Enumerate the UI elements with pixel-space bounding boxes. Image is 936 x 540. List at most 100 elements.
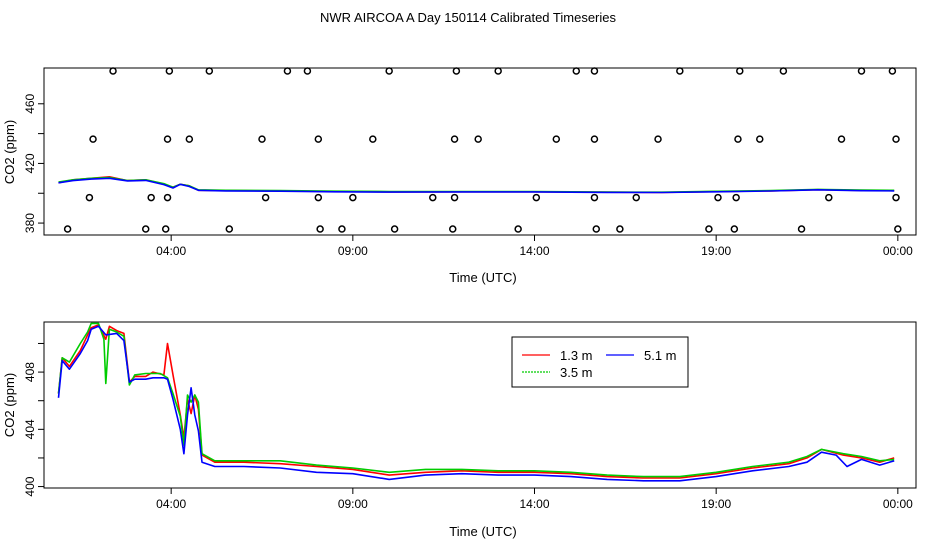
line-marks-bottom bbox=[57, 322, 895, 482]
x-tick-label: 00:00 bbox=[883, 497, 913, 511]
series-line-5-1-m bbox=[58, 177, 895, 194]
plot-frame-top bbox=[43, 67, 917, 236]
chart-title: NWR AIRCOA A Day 150114 Calibrated Times… bbox=[320, 10, 616, 25]
panel-bottom-lines: 04:00 09:00 14:00 19:00 00:00 400 404 408 Time… bbox=[2, 321, 917, 539]
scatter-point bbox=[632, 193, 640, 202]
y-tick-label: 408 bbox=[23, 362, 37, 382]
scatter-point bbox=[185, 135, 194, 143]
scatter-point bbox=[314, 135, 323, 143]
scatter-point bbox=[163, 193, 172, 202]
y-axis-top: 380 420 460 bbox=[23, 93, 44, 233]
scatter-point bbox=[390, 225, 399, 233]
scatter-point bbox=[734, 135, 742, 143]
scatter-point bbox=[756, 135, 764, 143]
scatter-point bbox=[892, 193, 900, 202]
scatter-point bbox=[892, 135, 900, 143]
y-axis-bottom: 400 404 408 bbox=[23, 342, 44, 497]
x-axis-label-bottom: Time (UTC) bbox=[449, 524, 516, 539]
plot-frame-bottom bbox=[43, 321, 917, 489]
scatter-point bbox=[165, 67, 174, 75]
y-axis-label-bottom: CO2 (ppm) bbox=[2, 373, 17, 437]
y-tick-label: 460 bbox=[23, 93, 37, 113]
scatter-point bbox=[714, 193, 722, 202]
scatter-point bbox=[429, 193, 437, 202]
scatter-point bbox=[283, 67, 292, 75]
scatter-point bbox=[338, 225, 346, 233]
scatter-point bbox=[616, 225, 624, 233]
scatter-point bbox=[732, 193, 740, 202]
scatter-point bbox=[89, 135, 97, 143]
scatter-point bbox=[450, 193, 459, 202]
x-tick-label: 04:00 bbox=[156, 244, 186, 258]
scatter-point bbox=[705, 225, 713, 233]
scatter-point bbox=[590, 193, 599, 202]
scatter-point bbox=[316, 225, 324, 233]
legend-label-3-5m: 3.5 m bbox=[560, 365, 593, 380]
scatter-point bbox=[736, 67, 744, 75]
scatter-point bbox=[779, 67, 788, 75]
scatter-point bbox=[552, 135, 561, 143]
scatter-point bbox=[572, 67, 581, 75]
scatter-point bbox=[225, 225, 234, 233]
scatter-point bbox=[85, 193, 94, 202]
scatter-point bbox=[825, 193, 833, 202]
legend-label-1-3m: 1.3 m bbox=[560, 348, 593, 363]
scatter-point bbox=[450, 135, 459, 143]
scatter-point bbox=[888, 67, 897, 75]
legend-box bbox=[511, 336, 689, 388]
scatter-point bbox=[514, 225, 522, 233]
scatter-point bbox=[797, 225, 806, 233]
scatter-point bbox=[63, 225, 72, 233]
scatter-point bbox=[349, 193, 357, 202]
x-tick-label: 19:00 bbox=[701, 497, 731, 511]
scatter-marks-top bbox=[58, 67, 902, 233]
x-axis-bottom: 04:00 09:00 14:00 19:00 00:00 bbox=[156, 488, 913, 511]
scatter-point bbox=[654, 135, 662, 143]
scatter-point bbox=[314, 193, 323, 202]
y-tick-label: 400 bbox=[23, 476, 37, 496]
y-tick-label: 420 bbox=[23, 153, 37, 173]
x-tick-label: 00:00 bbox=[883, 244, 913, 258]
legend: 1.3 m 5.1 m 3.5 m bbox=[511, 336, 689, 388]
x-tick-label: 09:00 bbox=[338, 497, 368, 511]
scatter-point bbox=[109, 67, 117, 75]
series-line-3-5-m bbox=[57, 322, 895, 478]
scatter-point bbox=[590, 67, 599, 75]
x-tick-label: 09:00 bbox=[338, 244, 368, 258]
scatter-point bbox=[857, 67, 866, 75]
y-tick-label: 404 bbox=[23, 419, 37, 439]
y-tick-label: 380 bbox=[23, 213, 37, 233]
x-tick-label: 14:00 bbox=[519, 244, 549, 258]
scatter-point bbox=[369, 135, 377, 143]
scatter-point bbox=[205, 67, 214, 75]
scatter-point bbox=[590, 135, 599, 143]
scatter-point bbox=[452, 67, 461, 75]
scatter-point bbox=[141, 225, 150, 233]
x-tick-label: 19:00 bbox=[701, 244, 731, 258]
series-line-5-1-m bbox=[57, 325, 895, 482]
legend-label-5-1m: 5.1 m bbox=[644, 348, 677, 363]
x-tick-label: 14:00 bbox=[519, 497, 549, 511]
scatter-point bbox=[163, 135, 172, 143]
scatter-point bbox=[261, 193, 270, 202]
scatter-point bbox=[449, 225, 457, 233]
scatter-point bbox=[494, 67, 502, 75]
scatter-point bbox=[532, 193, 541, 202]
scatter-point bbox=[258, 135, 266, 143]
panel-top-scatter: 04:00 09:00 14:00 19:00 00:00 380 420 460 Time… bbox=[2, 67, 917, 285]
scatter-point bbox=[147, 193, 155, 202]
series-line-1-3-m bbox=[57, 324, 895, 479]
scatter-point bbox=[676, 67, 684, 75]
scatter-point bbox=[385, 67, 393, 75]
scatter-point bbox=[303, 67, 312, 75]
scatter-point bbox=[592, 225, 601, 233]
scatter-point bbox=[894, 225, 902, 233]
scatter-point bbox=[474, 135, 482, 143]
x-axis-top: 04:00 09:00 14:00 19:00 00:00 bbox=[156, 235, 913, 258]
scatter-point bbox=[837, 135, 846, 143]
x-axis-label-top: Time (UTC) bbox=[449, 270, 516, 285]
x-tick-label: 04:00 bbox=[156, 497, 186, 511]
scatter-point bbox=[161, 225, 170, 233]
scatter-point bbox=[730, 225, 739, 233]
